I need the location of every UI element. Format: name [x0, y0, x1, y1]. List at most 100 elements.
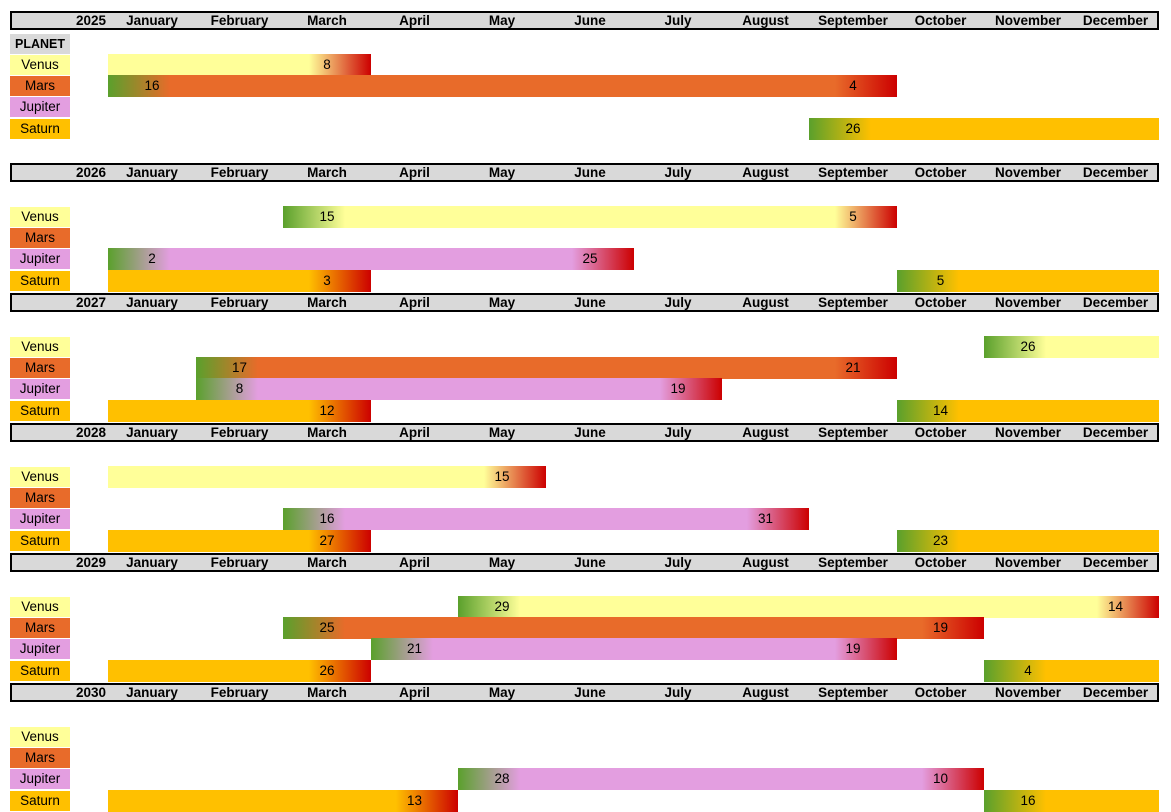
- bar-start-fade: [196, 357, 258, 379]
- month-header-december: December: [1082, 685, 1149, 700]
- bar-end-fade: [835, 638, 897, 660]
- planet-label-jupiter: Jupiter: [10, 97, 70, 117]
- bar-end-fade: [309, 54, 371, 76]
- bar-end-fade: [835, 206, 897, 228]
- bar-saturn-2029: 26: [108, 660, 371, 682]
- month-header-august: August: [742, 685, 789, 700]
- year-header-2025: 2025 January February March April May June July…: [10, 11, 1159, 30]
- month-header-november: November: [994, 685, 1062, 700]
- bar-saturn-2030: 13: [108, 790, 458, 812]
- month-header-july: July: [664, 425, 692, 440]
- planet-label-saturn: Saturn: [10, 271, 70, 291]
- planet-label-jupiter: Jupiter: [10, 769, 70, 789]
- year-header-2028: 2028 January February March April May June July…: [10, 423, 1159, 442]
- month-header-june: June: [574, 13, 606, 28]
- bar-end-date: 12: [319, 403, 335, 418]
- planet-label-mars: Mars: [10, 358, 70, 378]
- bar-start-date: 2: [148, 251, 156, 266]
- month-header-july: July: [664, 295, 692, 310]
- bar-end-fade: [1097, 596, 1159, 618]
- bar-end-fade: [922, 768, 984, 790]
- month-header-january: January: [126, 13, 178, 28]
- bar-start-date: 16: [144, 78, 160, 93]
- month-header-february: February: [210, 425, 269, 440]
- month-header-april: April: [399, 555, 430, 570]
- bar-venus-2026: 15 5: [283, 206, 897, 228]
- month-header-june: June: [574, 555, 606, 570]
- bar-end-date: 13: [406, 793, 423, 808]
- bar-saturn-2028: 23: [897, 530, 1159, 552]
- month-header-november: November: [994, 13, 1062, 28]
- month-header-october: October: [914, 555, 967, 570]
- bar-end-date: 4: [849, 78, 857, 93]
- bar-end-date: 25: [582, 251, 598, 266]
- bar-end-date: 5: [849, 209, 857, 224]
- bar-end-date: 14: [1107, 599, 1124, 614]
- bar-jupiter-2026: 2 25: [108, 248, 634, 270]
- month-header-september: September: [818, 295, 888, 310]
- planet-label-jupiter: Jupiter: [10, 379, 70, 399]
- month-header-february: February: [210, 165, 269, 180]
- month-header-august: August: [742, 295, 789, 310]
- month-header-august: August: [742, 165, 789, 180]
- month-header-july: July: [664, 165, 692, 180]
- month-header-december: December: [1082, 295, 1149, 310]
- bar-end-fade: [309, 660, 371, 682]
- bar-jupiter-2028: 16 31: [283, 508, 809, 530]
- month-header-june: June: [574, 425, 606, 440]
- planet-label-venus: Venus: [10, 467, 70, 487]
- bar-saturn-2029: 4: [984, 660, 1159, 682]
- planet-label-jupiter: Jupiter: [10, 509, 70, 529]
- bar-jupiter-2027: 8 19: [196, 378, 722, 400]
- bar-venus-2027: 26: [984, 336, 1159, 358]
- planet-label-jupiter: Jupiter: [10, 639, 70, 659]
- month-header-february: February: [210, 555, 269, 570]
- planet-label-venus: Venus: [10, 597, 70, 617]
- bar-end-fade: [484, 466, 546, 488]
- bar-start-date: 16: [319, 511, 335, 526]
- bar-end-date: 19: [670, 381, 686, 396]
- bar-jupiter-2029: 21 19: [371, 638, 897, 660]
- bar-end-date: 19: [845, 641, 861, 656]
- bar-start-fade: [984, 660, 1046, 682]
- month-header-march: March: [307, 295, 347, 310]
- bar-end-date: 3: [323, 273, 331, 288]
- planet-column-header: PLANET: [10, 34, 70, 54]
- planet-label-saturn: Saturn: [10, 401, 70, 421]
- month-header-july: July: [664, 555, 692, 570]
- year-label: 2028: [75, 425, 107, 440]
- bar-start-fade: [108, 248, 170, 270]
- month-header-february: February: [210, 13, 269, 28]
- month-header-november: November: [994, 295, 1062, 310]
- bar-venus-2025: 8: [108, 54, 371, 76]
- month-header-october: October: [914, 295, 967, 310]
- month-header-april: April: [399, 13, 430, 28]
- bar-saturn-2026: 3: [108, 270, 371, 292]
- bar-end-date: 27: [319, 533, 335, 548]
- bar-start-fade: [196, 378, 258, 400]
- month-header-january: January: [126, 295, 178, 310]
- planet-label-mars: Mars: [10, 76, 70, 96]
- bar-mars-2025: 16 4: [108, 75, 897, 97]
- month-header-march: March: [307, 425, 347, 440]
- month-header-may: May: [488, 295, 516, 310]
- bar-end-date: 21: [845, 360, 861, 375]
- month-header-august: August: [742, 555, 789, 570]
- bar-end-fade: [309, 400, 371, 422]
- month-header-july: July: [664, 13, 692, 28]
- bar-start-fade: [984, 336, 1046, 358]
- bar-start-fade: [371, 638, 433, 660]
- bar-start-date: 8: [235, 381, 244, 396]
- bar-venus-2028: 15: [108, 466, 546, 488]
- bar-start-fade: [283, 206, 345, 228]
- year-label: 2026: [75, 165, 107, 180]
- planet-label-saturn: Saturn: [10, 791, 70, 811]
- bar-start-date: 14: [932, 403, 949, 418]
- bar-start-fade: [458, 596, 520, 618]
- year-label: 2025: [75, 13, 107, 28]
- bar-start-fade: [458, 768, 520, 790]
- bar-end-fade: [572, 248, 634, 270]
- month-header-december: December: [1082, 555, 1149, 570]
- month-header-may: May: [488, 13, 516, 28]
